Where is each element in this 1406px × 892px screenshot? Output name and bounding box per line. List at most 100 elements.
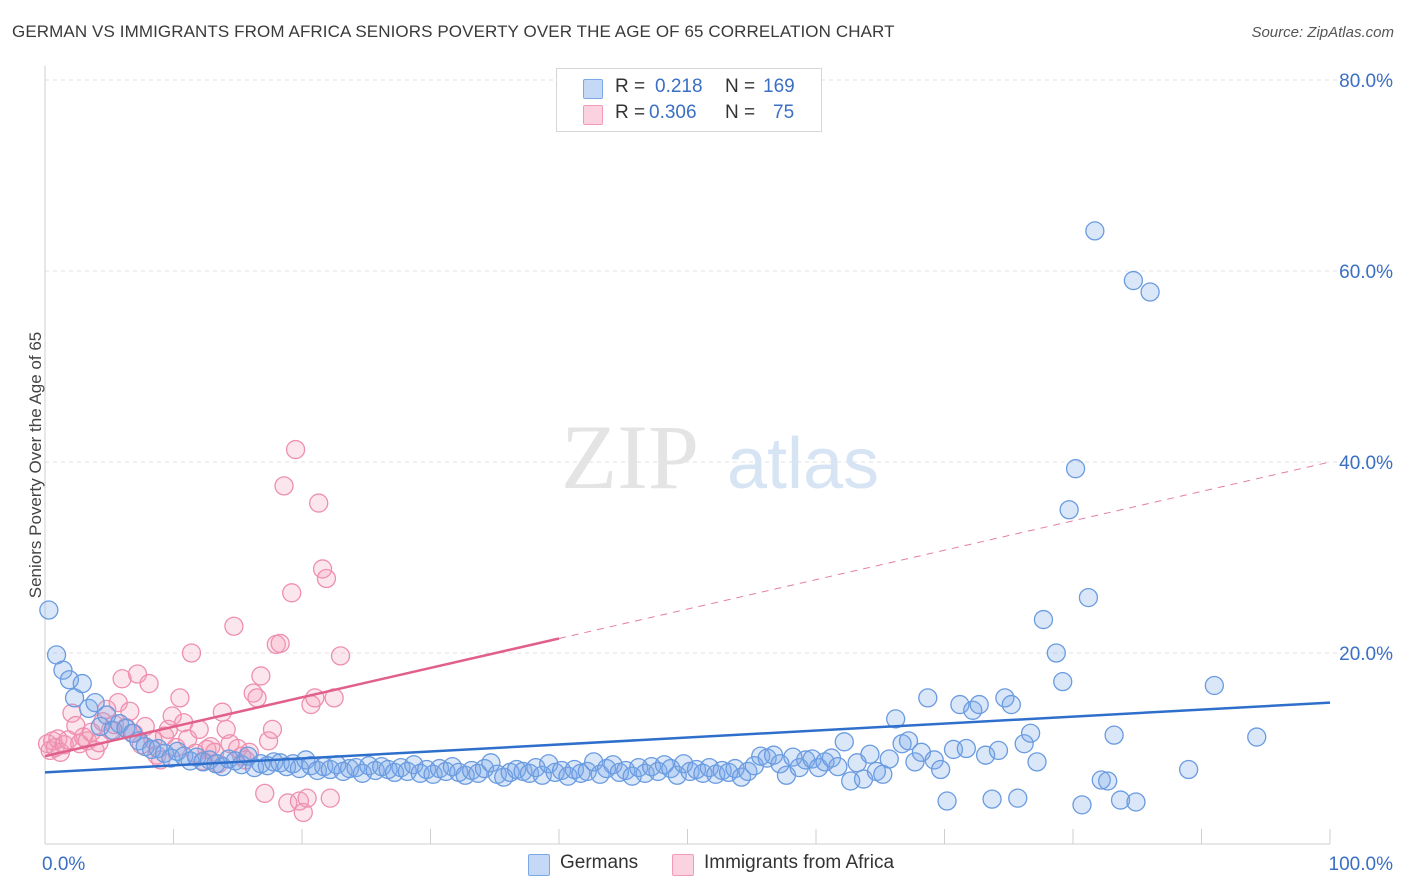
legend-row-africa: R = 0.306 N = 75: [557, 101, 821, 127]
point-africa: [216, 719, 236, 740]
bottom-legend-swatch-africa: [672, 854, 694, 876]
point-germans: [1110, 790, 1131, 810]
x-tick-label: 0.0%: [42, 854, 85, 875]
watermark-zip: ZIP: [561, 406, 699, 508]
chart-title: GERMAN VS IMMIGRANTS FROM AFRICA SENIORS…: [12, 22, 895, 41]
point-germans: [53, 660, 73, 680]
point-africa: [289, 791, 310, 811]
point-africa: [309, 493, 329, 513]
point-germans: [1046, 643, 1066, 663]
legend-r-value: 0.306: [649, 102, 697, 123]
point-germans: [1033, 609, 1054, 630]
source-label: Source: ZipAtlas.com: [1251, 24, 1394, 41]
bottom-legend-label-africa: Immigrants from Africa: [704, 852, 895, 873]
point-germans: [1078, 587, 1099, 608]
point-africa: [274, 476, 294, 496]
point-germans: [1065, 459, 1086, 479]
point-africa: [170, 688, 190, 708]
point-germans: [1247, 727, 1267, 747]
point-germans: [898, 731, 919, 751]
y-tick-label: 20.0%: [1339, 644, 1393, 665]
point-africa: [297, 788, 317, 808]
trend-line-germans: [44, 701, 1331, 774]
point-germans: [879, 749, 899, 769]
point-africa: [112, 669, 132, 689]
point-germans: [828, 756, 848, 777]
y-axis-label: Seniors Poverty Over the Age of 65: [26, 331, 45, 599]
point-africa: [224, 616, 244, 636]
point-germans: [1179, 759, 1199, 780]
point-germans: [1020, 723, 1041, 743]
point-germans: [930, 759, 951, 780]
legend-swatch-africa: [583, 105, 603, 125]
point-germans: [969, 694, 989, 715]
point-germans: [1140, 282, 1160, 302]
trend-line-africa: [44, 637, 560, 758]
point-germans: [905, 752, 925, 772]
legend-row-germans: R = 0.218 N = 169: [557, 75, 821, 101]
axes: [44, 66, 1331, 845]
point-germans: [85, 693, 105, 713]
point-germans: [918, 688, 938, 708]
point-germans: [1008, 788, 1028, 808]
point-germans: [72, 673, 92, 694]
y-tick-label: 60.0%: [1339, 262, 1393, 283]
point-germans: [481, 753, 501, 773]
point-germans: [924, 750, 944, 770]
point-germans: [39, 600, 59, 620]
legend-r-label: R =: [615, 102, 646, 123]
point-africa: [139, 673, 159, 694]
point-germans: [886, 709, 906, 729]
bottom-legend-swatch-germans: [528, 854, 550, 876]
point-africa: [258, 731, 279, 751]
point-africa: [262, 719, 283, 740]
series-germans-points: [39, 221, 1267, 815]
legend-n-value: 75: [773, 102, 795, 123]
point-africa: [162, 706, 182, 726]
point-germans: [1091, 770, 1111, 790]
point-africa: [282, 583, 302, 603]
watermark-atlas: atlas: [727, 424, 879, 504]
point-germans: [1072, 795, 1092, 815]
point-africa: [251, 666, 271, 686]
point-africa: [212, 702, 232, 722]
point-germans: [1085, 221, 1105, 241]
point-africa: [285, 439, 306, 460]
point-germans: [860, 744, 880, 764]
point-germans: [1014, 734, 1034, 754]
legend-r-label: R =: [615, 76, 646, 97]
y-tick-label: 80.0%: [1339, 71, 1393, 92]
point-germans: [1098, 771, 1118, 791]
point-africa: [293, 802, 313, 823]
point-germans: [1001, 694, 1021, 715]
legend-n-label: N =: [725, 76, 756, 97]
point-germans: [1053, 672, 1073, 692]
point-germans: [1059, 500, 1079, 520]
point-germans: [988, 740, 1009, 761]
trend-line-africa-extension: [558, 461, 1331, 639]
point-africa: [270, 633, 290, 654]
point-africa: [320, 788, 340, 808]
correlation-legend: R = 0.218 N = 169 R = 0.306 N = 75: [556, 68, 822, 132]
point-germans: [937, 791, 957, 811]
point-germans: [1123, 270, 1144, 291]
legend-n-label: N =: [725, 102, 756, 123]
watermark: ZIP atlas: [561, 406, 879, 508]
point-germans: [982, 789, 1002, 809]
point-africa: [181, 643, 202, 663]
legend-swatch-germans: [583, 79, 603, 99]
point-africa: [247, 688, 267, 708]
legend-r-value: 0.218: [655, 76, 703, 97]
point-africa: [316, 568, 337, 589]
tick-labels: 20.0% 40.0% 60.0% 80.0% 0.0% 100.0%: [42, 71, 1393, 875]
point-africa: [255, 783, 275, 804]
legend-n-value: 169: [763, 76, 795, 97]
y-tick-label: 40.0%: [1339, 453, 1393, 474]
point-africa: [330, 646, 351, 666]
point-germans: [834, 732, 854, 752]
bottom-legend-label-germans: Germans: [560, 852, 639, 873]
x-tick-label: 100.0%: [1329, 854, 1394, 875]
point-germans: [956, 738, 976, 759]
grid: [45, 79, 1392, 654]
point-germans: [1027, 752, 1047, 772]
